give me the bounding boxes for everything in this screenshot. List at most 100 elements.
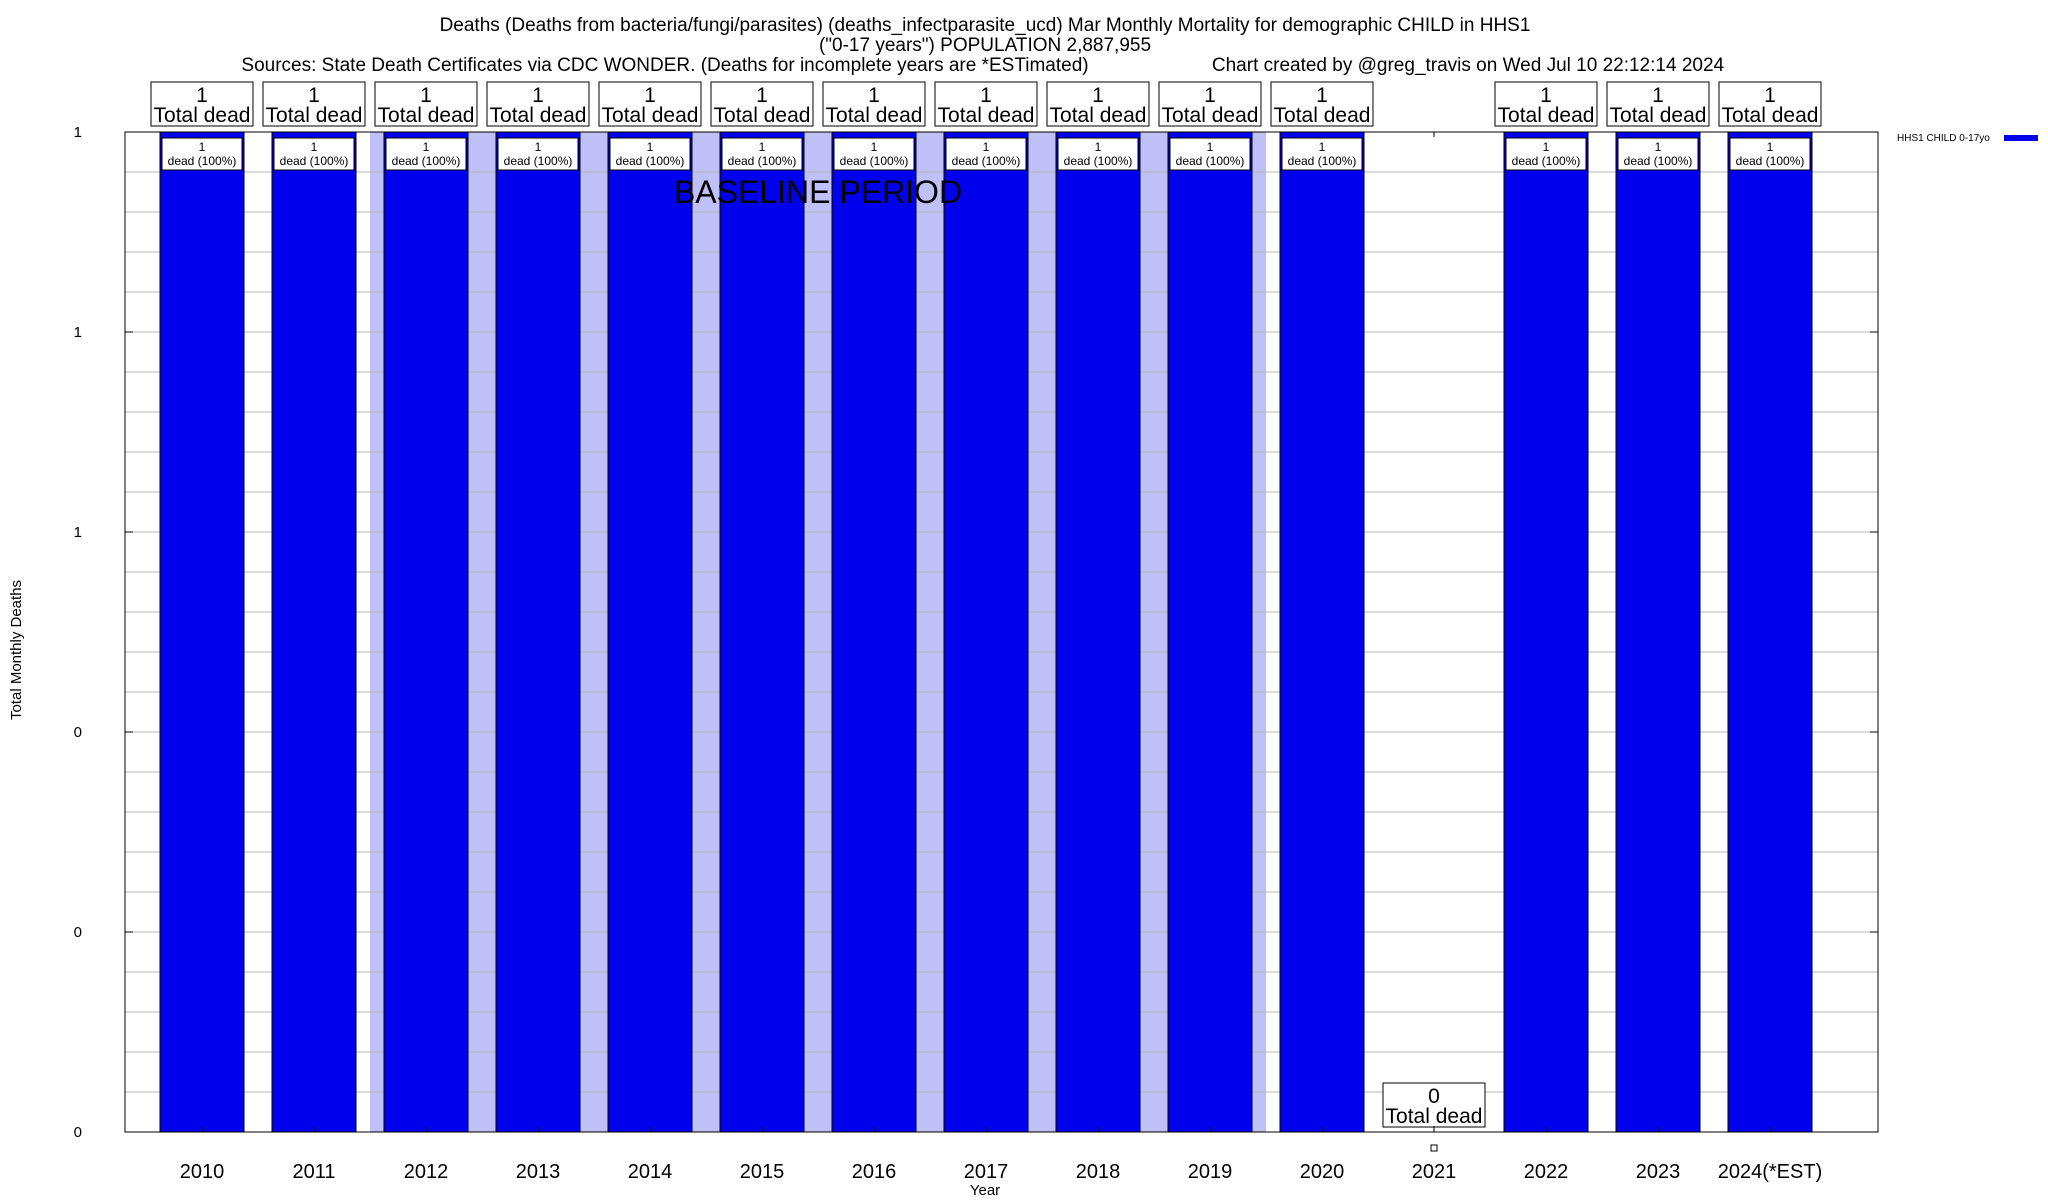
total-label-box	[1718, 81, 1822, 127]
bar-inner-percent: dead (100%)	[280, 154, 349, 168]
total-dead-label: Total dead	[378, 104, 475, 127]
total-count-label: 1	[868, 84, 880, 107]
bar-2017	[943, 131, 1029, 1133]
x-tick-label: 2015	[740, 1161, 785, 1183]
bar-inner-label-box	[1729, 137, 1811, 171]
bar-inner-label-box	[1057, 137, 1139, 171]
bar-inner-percent: dead (100%)	[168, 154, 237, 168]
x-axis-label: Year	[970, 1182, 1000, 1199]
total-count-label: 1	[1764, 84, 1776, 107]
bar-inner-count: 1	[311, 140, 318, 154]
total-dead-label: Total dead	[1274, 104, 1371, 127]
total-count-label: 1	[756, 84, 768, 107]
total-count-label: 0	[1428, 1085, 1440, 1108]
bar-inner-percent: dead (100%)	[1288, 154, 1357, 168]
x-tick-label: 2017	[964, 1161, 1009, 1183]
y-tick-label: 0	[74, 724, 82, 741]
total-label-box	[486, 81, 590, 127]
total-label-box	[150, 81, 254, 127]
legend-label: HHS1 CHILD 0-17yo	[1897, 133, 1990, 144]
x-tick-label: 2018	[1076, 1161, 1121, 1183]
x-tick-label: 2021	[1412, 1161, 1457, 1183]
bar-inner-count: 1	[1095, 140, 1102, 154]
total-dead-label: Total dead	[266, 104, 363, 127]
bar-inner-count: 1	[759, 140, 766, 154]
total-count-label: 1	[1540, 84, 1552, 107]
bar-inner-count: 1	[1319, 140, 1326, 154]
bar-inner-label-box	[609, 137, 691, 171]
bar-2018	[1055, 131, 1141, 1133]
total-dead-label: Total dead	[1610, 104, 1707, 127]
chart-title: Deaths (Deaths from bacteria/fungi/paras…	[241, 15, 1724, 76]
bar-inner-count: 1	[647, 140, 654, 154]
total-dead-label: Total dead	[154, 104, 251, 127]
bar-inner-label-box	[945, 137, 1027, 171]
bar-2016	[831, 131, 917, 1133]
bar-2011	[271, 131, 357, 1133]
y-tick-label: 1	[74, 324, 82, 341]
bar-2023	[1615, 131, 1701, 1133]
y-tick-label: 1	[74, 524, 82, 541]
total-label-box	[1046, 81, 1150, 127]
bar-inner-percent: dead (100%)	[840, 154, 909, 168]
bar-inner-percent: dead (100%)	[616, 154, 685, 168]
bar-inner-label-box	[1505, 137, 1587, 171]
bar-inner-percent: dead (100%)	[392, 154, 461, 168]
total-count-label: 1	[980, 84, 992, 107]
bar-inner-label-box	[273, 137, 355, 171]
chart-credit: Chart created by @greg_travis on Wed Jul…	[1212, 55, 1725, 76]
total-label-box	[262, 81, 366, 127]
total-count-label: 1	[196, 84, 208, 107]
total-dead-label: Total dead	[1386, 1105, 1483, 1128]
total-count-label: 1	[1652, 84, 1664, 107]
y-tick-label: 0	[74, 1124, 82, 1141]
total-label-box	[710, 81, 814, 127]
total-label-box	[598, 81, 702, 127]
bar-inner-label-box	[497, 137, 579, 171]
bar-inner-count: 1	[535, 140, 542, 154]
total-dead-label: Total dead	[490, 104, 587, 127]
bar-inner-percent: dead (100%)	[1064, 154, 1133, 168]
bar-2020	[1279, 131, 1365, 1133]
y-tick-label: 0	[74, 924, 82, 941]
total-dead-label: Total dead	[826, 104, 923, 127]
bar-2015	[719, 131, 805, 1133]
bar-inner-percent: dead (100%)	[728, 154, 797, 168]
bar-inner-count: 1	[423, 140, 430, 154]
bar-inner-percent: dead (100%)	[1736, 154, 1805, 168]
title-line-2: ("0-17 years") POPULATION 2,887,955	[819, 35, 1151, 56]
legend-swatch	[2004, 135, 2038, 141]
x-tick-label: 2016	[852, 1161, 897, 1183]
bar-inner-label-box	[385, 137, 467, 171]
bar-inner-label-box	[721, 137, 803, 171]
total-count-label: 1	[308, 84, 320, 107]
total-count-label: 1	[1204, 84, 1216, 107]
bar-2012	[383, 131, 469, 1133]
bar-inner-count: 1	[1543, 140, 1550, 154]
bar-inner-label-box	[1281, 137, 1363, 171]
x-tick-label: 2024(*EST)	[1718, 1161, 1823, 1183]
x-tick-label: 2013	[516, 1161, 561, 1183]
x-tick-label: 2010	[180, 1161, 225, 1183]
bar-inner-count: 1	[199, 140, 206, 154]
bar-inner-percent: dead (100%)	[1624, 154, 1693, 168]
x-tick-label: 2012	[404, 1161, 449, 1183]
bar-inner-label-box	[1169, 137, 1251, 171]
total-label-box	[1270, 81, 1374, 127]
total-dead-label: Total dead	[1162, 104, 1259, 127]
y-tick-label: 1	[74, 124, 82, 141]
bar-inner-count: 1	[983, 140, 990, 154]
bar-inner-count: 1	[1655, 140, 1662, 154]
baseline-period-label: BASELINE PERIOD	[674, 174, 962, 210]
bar-inner-count: 1	[1207, 140, 1214, 154]
total-label-box	[934, 81, 1038, 127]
x-tick-label: 2019	[1188, 1161, 1233, 1183]
bar-inner-label-box	[1617, 137, 1699, 171]
total-dead-label: Total dead	[938, 104, 1035, 127]
x-tick-label: 2023	[1636, 1161, 1681, 1183]
total-count-label: 1	[1092, 84, 1104, 107]
total-dead-label: Total dead	[1498, 104, 1595, 127]
bar-inner-percent: dead (100%)	[504, 154, 573, 168]
total-dead-label: Total dead	[1050, 104, 1147, 127]
